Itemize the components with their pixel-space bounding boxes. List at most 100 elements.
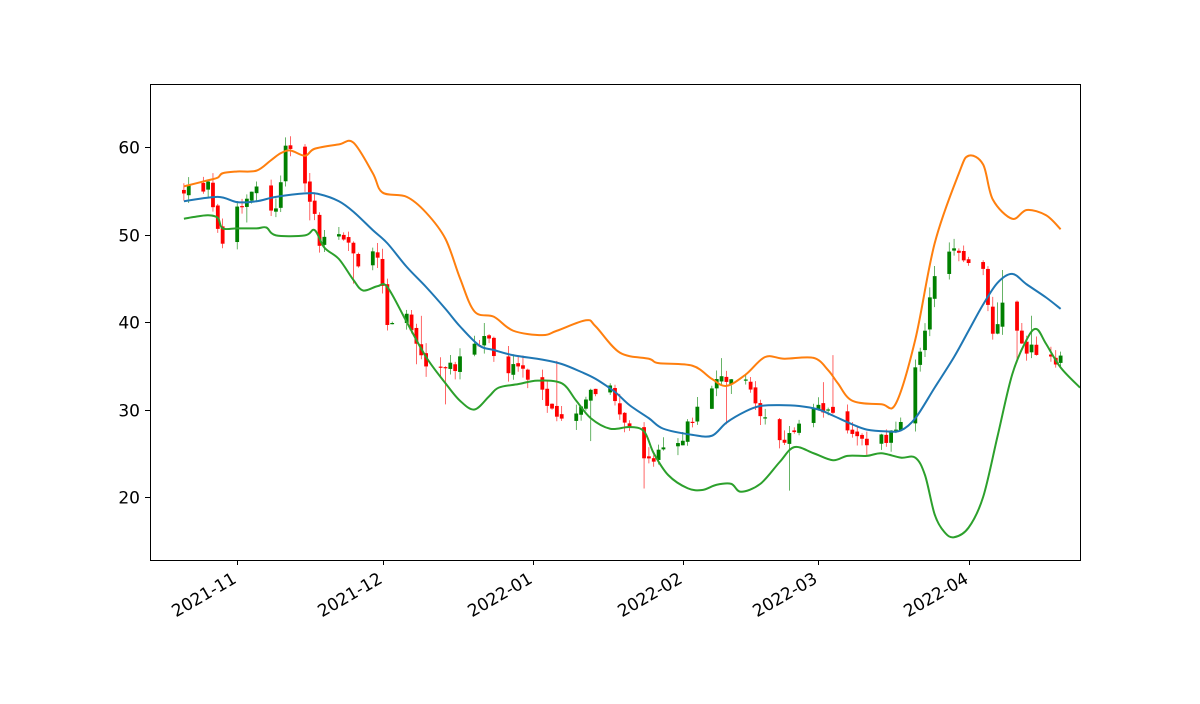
y-tick-label: 30 [118, 402, 140, 422]
candle [864, 431, 869, 455]
candle [550, 403, 554, 410]
candle [278, 175, 283, 213]
candle-body [521, 365, 525, 369]
candle-body [337, 234, 341, 237]
candle [220, 218, 225, 249]
candle [1000, 269, 1005, 335]
candle [312, 192, 317, 221]
candle [1058, 351, 1063, 367]
candle-body [961, 251, 966, 261]
candle [588, 388, 593, 442]
candle-body [443, 367, 448, 369]
candle-body [714, 379, 719, 389]
candle-body [894, 429, 898, 431]
candle-body [661, 447, 666, 450]
candle-body [651, 458, 656, 462]
candle [709, 385, 714, 410]
candle [521, 355, 525, 378]
candle [516, 355, 521, 372]
candle-body [375, 252, 380, 258]
candle-body [995, 324, 1000, 334]
candle-body [1049, 354, 1053, 357]
candle-body [990, 306, 995, 334]
candle-body [748, 381, 753, 390]
candle-body [351, 242, 356, 254]
candle-body [884, 434, 889, 443]
candle [380, 248, 385, 294]
candle-body [559, 414, 564, 419]
candle [1019, 322, 1024, 344]
candle [685, 419, 690, 446]
candle-body [274, 208, 278, 212]
candle [288, 136, 293, 157]
candle [860, 433, 864, 446]
candle-body [278, 182, 283, 208]
candle-body [787, 433, 792, 444]
candle [201, 176, 206, 194]
candle-body [235, 206, 240, 243]
candle-body [341, 234, 346, 240]
candle [448, 355, 453, 375]
y-tick-label: 20 [118, 489, 140, 509]
candle-body [511, 364, 516, 375]
candle [952, 238, 956, 256]
candle-body [249, 191, 254, 201]
candle [1049, 346, 1053, 362]
candle-body [821, 403, 826, 413]
candle-body [414, 327, 419, 344]
candle [845, 404, 850, 434]
candle-body [797, 423, 801, 433]
bollinger-bands [183, 139, 1081, 539]
candle [356, 252, 361, 268]
candle-body [860, 434, 864, 439]
candle [986, 266, 990, 312]
candle [341, 232, 346, 241]
candle-body [288, 145, 293, 149]
candle-body [182, 189, 186, 194]
candle-body [545, 388, 550, 406]
candle-body [792, 430, 797, 433]
candle-body [947, 251, 952, 274]
candle-body [472, 343, 477, 355]
candle-body [424, 353, 428, 367]
candle [337, 227, 341, 240]
candle [879, 433, 884, 450]
candle-body [506, 356, 511, 374]
candle [303, 144, 307, 192]
y-tick-label: 40 [118, 314, 140, 334]
candle [559, 405, 564, 421]
candle [947, 242, 952, 280]
candle [307, 173, 312, 221]
candle-body [913, 367, 918, 424]
candle-body [864, 438, 869, 446]
candle-body [540, 377, 545, 390]
candle-body [574, 413, 579, 421]
candle [404, 309, 409, 330]
candle-body [211, 182, 215, 208]
candle-body [743, 379, 748, 381]
candle [797, 419, 801, 436]
candle [414, 323, 419, 365]
candle-body [855, 431, 860, 437]
candle-body [680, 440, 685, 446]
candle [443, 366, 448, 405]
candles-layer [182, 136, 1063, 491]
candle [719, 358, 724, 386]
middle-band-line [183, 192, 1062, 438]
candle [545, 380, 550, 413]
candle [554, 360, 559, 422]
candle [651, 453, 656, 467]
candle-body [816, 404, 821, 410]
candle [240, 198, 244, 214]
y-tick-label: 60 [118, 139, 140, 159]
candle-body [448, 362, 453, 369]
candle [351, 241, 356, 284]
candle-body [1019, 330, 1024, 344]
candle-body [206, 181, 211, 190]
candle [923, 323, 927, 358]
candle-body [1058, 355, 1063, 363]
candle-body [647, 456, 651, 459]
candle-body [927, 297, 932, 330]
